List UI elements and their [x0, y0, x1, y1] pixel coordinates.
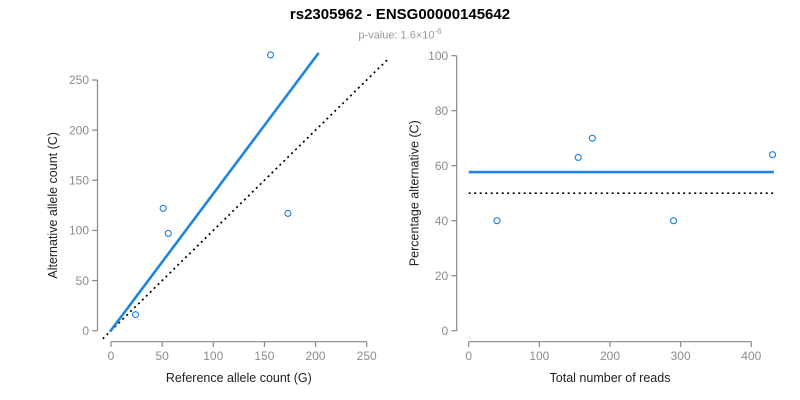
x-tick-label: 100 — [529, 349, 549, 363]
x-axis-title: Reference allele count (G) — [166, 371, 312, 385]
data-points — [131, 51, 292, 319]
x-axis — [468, 341, 752, 347]
identity-line — [102, 57, 390, 340]
x-tick-label: 0 — [465, 349, 472, 363]
y-tick-label: 250 — [69, 73, 89, 87]
p-value-exponent: -6 — [434, 27, 442, 36]
x-axis — [110, 341, 368, 347]
y-tick-label: 50 — [76, 274, 90, 288]
y-tick-label: 40 — [435, 214, 449, 228]
x-tick-label: 50 — [155, 349, 169, 363]
data-point — [574, 153, 582, 162]
y-tick-label: 20 — [435, 269, 449, 283]
y-tick-label: 100 — [69, 224, 89, 238]
data-points — [493, 134, 777, 225]
figure-title: rs2305962 - ENSG00000145642 — [289, 6, 511, 23]
y-tick-label: 0 — [82, 324, 89, 338]
allele-count-scatter: 0 50 100 150 200 250 0 50 100 150 200 250 Reference … — [46, 51, 390, 385]
data-point — [266, 51, 275, 59]
x-tick-label: 400 — [741, 349, 761, 363]
y-axis-title: Alternative allele count (C) — [46, 132, 60, 279]
y-axis-title: Percentage alternative (C) — [408, 120, 422, 266]
data-point — [131, 311, 140, 319]
data-point — [768, 151, 777, 159]
y-tick-label: 150 — [69, 173, 89, 187]
x-tick-label: 200 — [306, 349, 326, 363]
y-axis — [451, 55, 458, 332]
y-tick-label: 60 — [435, 159, 449, 173]
x-tick-label: 100 — [203, 349, 223, 363]
figure-header: rs2305962 - ENSG00000145642 p-value: 1.6… — [0, 6, 800, 43]
y-tick-label: 0 — [442, 324, 449, 338]
y-axis — [92, 79, 99, 332]
y-tick-label: 80 — [435, 104, 449, 118]
data-point — [493, 217, 501, 225]
x-tick-label: 0 — [108, 349, 115, 363]
fit-line — [108, 52, 320, 333]
x-tick-label: 300 — [671, 349, 691, 363]
p-value-text: p-value: 1.6×10 — [358, 29, 435, 42]
x-tick-label: 200 — [600, 349, 620, 363]
data-point — [159, 204, 167, 212]
x-tick-label: 250 — [357, 349, 377, 363]
data-point — [164, 229, 172, 238]
data-point — [588, 134, 596, 142]
x-axis-title: Total number of reads — [550, 371, 671, 385]
y-tick-label: 200 — [69, 123, 89, 137]
data-point — [670, 217, 678, 225]
x-tick-label: 150 — [254, 349, 274, 363]
y-tick-label: 100 — [428, 49, 448, 63]
data-point — [284, 209, 292, 217]
figure-subtitle: p-value: 1.6×10-6 — [0, 25, 800, 43]
percentage-alternative-scatter: 0 20 40 60 80 100 0 100 200 300 400 Total number of… — [408, 49, 777, 385]
